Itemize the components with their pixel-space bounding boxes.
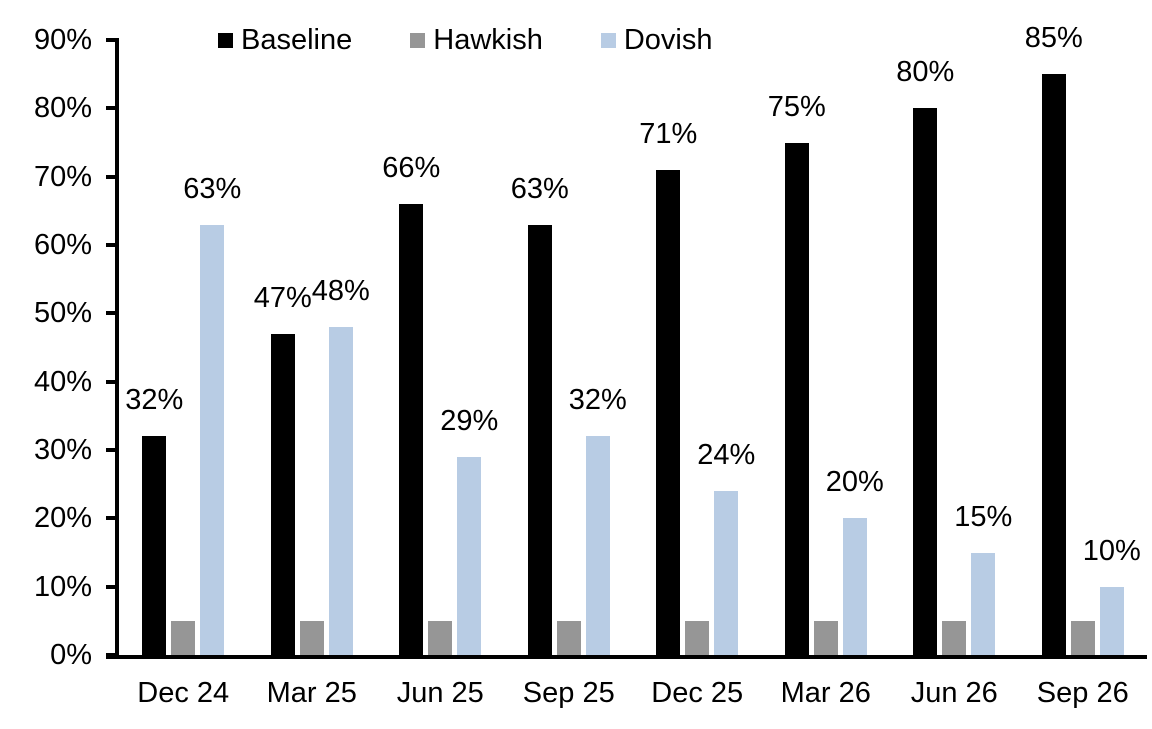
bar-baseline-sep-25: 63% bbox=[511, 174, 569, 655]
bar-hawkish-jun-26 bbox=[942, 620, 967, 655]
bar-dovish-jun-25: 29% bbox=[440, 406, 498, 655]
bar-label-dovish-dec-25: 24% bbox=[697, 439, 756, 471]
bar-dovish-jun-26: 15% bbox=[954, 502, 1012, 655]
y-tick-label-80: 80% bbox=[33, 92, 92, 125]
bar-baseline-jun-25: 66% bbox=[382, 154, 440, 655]
x-tick-label-jun-25: Jun 25 bbox=[396, 677, 484, 709]
bar-hawkish-sep-26 bbox=[1070, 620, 1095, 655]
y-tick-mark-10 bbox=[106, 584, 119, 589]
y-tick-label-90: 90% bbox=[33, 24, 92, 56]
x-axis-line bbox=[106, 655, 1147, 659]
bar-label-dovish-jun-25: 29% bbox=[440, 404, 499, 437]
x-tick-label-mar-25: Mar 25 bbox=[266, 677, 357, 709]
bar-label-baseline-dec-25: 71% bbox=[639, 117, 698, 150]
y-tick-label-70: 70% bbox=[33, 160, 92, 193]
y-tick-label-0: 0% bbox=[50, 639, 92, 671]
bar-group-mar-25: 47% 48% bbox=[248, 40, 377, 655]
bar-hawkish-jun-25 bbox=[428, 620, 453, 655]
bar-label-baseline-jun-25: 66% bbox=[382, 152, 441, 184]
bar-dovish-sep-26: 10% bbox=[1083, 536, 1141, 655]
legend-swatch-dovish bbox=[600, 33, 616, 48]
bar-baseline-jun-26: 80% bbox=[896, 58, 954, 655]
bar-group-dec-24: 32% 63% bbox=[119, 40, 248, 655]
legend-item-dovish: Dovish bbox=[600, 24, 713, 56]
bar-baseline-dec-24: 32% bbox=[125, 386, 183, 655]
y-tick-mark-30 bbox=[106, 448, 119, 452]
y-tick-mark-70 bbox=[106, 174, 119, 179]
bar-group-dec-25: 71% 24% bbox=[633, 40, 762, 655]
bar-group-jun-25: 66% 29% bbox=[376, 40, 505, 655]
bar-label-baseline-sep-26: 85% bbox=[1024, 22, 1083, 55]
bar-label-dovish-sep-26: 10% bbox=[1082, 534, 1141, 567]
bar-hawkish-dec-25 bbox=[685, 620, 710, 655]
y-tick-label-30: 30% bbox=[33, 434, 92, 466]
x-tick-label-sep-25: Sep 25 bbox=[522, 677, 615, 709]
bar-hawkish-mar-26 bbox=[813, 620, 838, 655]
bar-hawkish-dec-24 bbox=[171, 620, 196, 655]
legend-label-baseline: Baseline bbox=[241, 24, 353, 56]
bar-group-jun-26: 80% 15% bbox=[890, 40, 1019, 655]
y-tick-mark-90 bbox=[106, 38, 119, 42]
bar-baseline-mar-26: 75% bbox=[768, 92, 826, 655]
bar-group-sep-26: 85% 10% bbox=[1019, 24, 1148, 655]
bar-label-baseline-sep-25: 63% bbox=[510, 172, 569, 205]
y-tick-label-50: 50% bbox=[33, 297, 92, 330]
bar-dovish-sep-25: 32% bbox=[569, 386, 627, 655]
y-tick-label-20: 20% bbox=[33, 502, 92, 535]
bar-dovish-dec-25: 24% bbox=[697, 441, 755, 655]
x-tick-label-sep-26: Sep 26 bbox=[1036, 677, 1129, 709]
chart-legend: Baseline Hawkish Dovish bbox=[218, 26, 713, 55]
bar-baseline-mar-25: 47% bbox=[254, 283, 312, 655]
legend-swatch-baseline bbox=[218, 33, 233, 48]
bar-label-baseline-dec-24: 32% bbox=[125, 384, 184, 417]
y-axis-line bbox=[115, 40, 119, 659]
bar-dovish-mar-26: 20% bbox=[826, 468, 884, 655]
y-tick-label-10: 10% bbox=[33, 570, 92, 603]
bar-hawkish-sep-25 bbox=[556, 620, 581, 655]
bar-group-sep-25: 63% 32% bbox=[505, 40, 634, 655]
y-tick-mark-50 bbox=[106, 311, 119, 316]
legend-item-hawkish: Hawkish bbox=[410, 26, 543, 55]
bar-label-dovish-jun-26: 15% bbox=[954, 500, 1013, 533]
bar-label-baseline-mar-25: 47% bbox=[253, 281, 312, 314]
y-tick-mark-60 bbox=[106, 243, 119, 247]
bar-label-baseline-jun-26: 80% bbox=[896, 56, 955, 89]
bar-group-mar-26: 75% 20% bbox=[762, 40, 891, 655]
bar-dovish-dec-24: 63% bbox=[183, 174, 241, 655]
y-tick-mark-40 bbox=[106, 379, 119, 384]
bar-hawkish-mar-25 bbox=[299, 620, 324, 655]
x-tick-label-jun-26: Jun 26 bbox=[910, 677, 998, 709]
bar-label-dovish-mar-26: 20% bbox=[825, 466, 884, 499]
bar-baseline-sep-26: 85% bbox=[1025, 24, 1083, 655]
bar-label-baseline-mar-26: 75% bbox=[767, 90, 826, 123]
bar-dovish-mar-25: 48% bbox=[312, 277, 370, 655]
y-tick-mark-20 bbox=[106, 516, 119, 521]
bar-baseline-dec-25: 71% bbox=[639, 119, 697, 655]
legend-label-hawkish: Hawkish bbox=[433, 24, 543, 56]
plot-area: 32% 63% 47% 48% 66% 29% 63% 32% 71% 24% 75% 20% 80% 1… bbox=[119, 24, 1148, 655]
bar-label-dovish-dec-24: 63% bbox=[183, 172, 242, 205]
y-tick-mark-80 bbox=[106, 106, 119, 111]
y-tick-label-40: 40% bbox=[33, 365, 92, 398]
x-tick-label-mar-26: Mar 26 bbox=[780, 677, 871, 709]
bar-label-dovish-mar-25: 48% bbox=[311, 275, 370, 307]
x-axis-labels: Dec 24 Mar 25 Jun 25 Sep 25 Dec 25 Mar 26 Jun … bbox=[119, 677, 1147, 710]
x-tick-label-dec-24: Dec 24 bbox=[137, 677, 230, 709]
legend-label-dovish: Dovish bbox=[623, 24, 713, 56]
x-tick-label-dec-25: Dec 25 bbox=[651, 677, 744, 709]
legend-item-baseline: Baseline bbox=[218, 26, 352, 55]
legend-swatch-hawkish bbox=[410, 33, 426, 48]
y-tick-label-60: 60% bbox=[33, 229, 92, 261]
bar-label-dovish-sep-25: 32% bbox=[568, 384, 627, 417]
